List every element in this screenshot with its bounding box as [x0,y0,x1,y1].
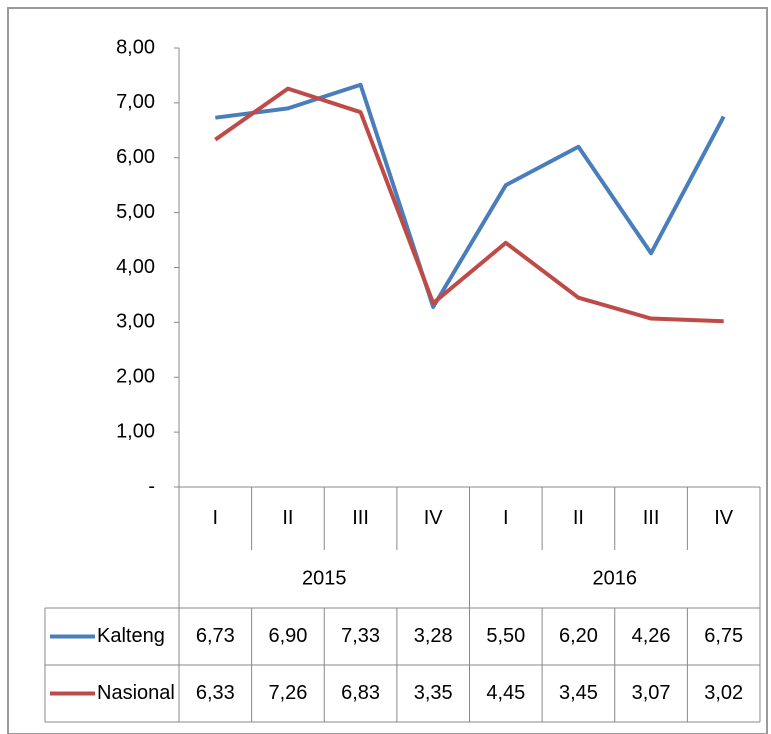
table-value: 3,28 [414,625,453,647]
frame [7,7,768,734]
series-line [215,82,726,310]
y-tick-label: 2,00 [116,366,155,388]
table-value: 7,26 [268,682,307,704]
group-label: 2016 [593,567,638,589]
y-tick-label: 3,00 [116,311,155,333]
y-tick-label: 4,00 [116,256,155,278]
table-value: 6,90 [268,625,307,647]
y-tick-label: 5,00 [116,201,155,223]
x-tick-label: IV [424,507,444,529]
table-value: 6,33 [196,682,235,704]
legend-label: Nasional [97,682,175,704]
y-tick-label: 7,00 [116,91,155,113]
table-value: 6,20 [559,625,598,647]
legend-label: Kalteng [97,625,165,647]
y-tick-label: 8,00 [116,36,155,58]
y-tick-label: 1,00 [116,420,155,442]
table-value: 3,07 [632,682,671,704]
x-tick-label: II [573,507,584,529]
table-value: 5,50 [486,625,525,647]
series-line [214,86,724,324]
table-value: 4,26 [632,625,671,647]
x-tick-label: I [503,507,509,529]
y-tick-label: 6,00 [116,146,155,168]
x-tick-label: III [643,507,660,529]
table-value: 6,83 [341,682,380,704]
x-tick-label: III [352,507,369,529]
table-value: 3,02 [704,682,743,704]
table-value: 6,75 [704,625,743,647]
x-tick-label: IV [714,507,734,529]
y-tick-label: - [148,475,155,497]
table-value: 4,45 [486,682,525,704]
table-value: 3,35 [414,682,453,704]
x-tick-label: II [282,507,293,529]
group-label: 2015 [302,567,347,589]
x-tick-label: I [213,507,219,529]
table-value: 3,45 [559,682,598,704]
table-value: 7,33 [341,625,380,647]
table-value: 6,73 [196,625,235,647]
